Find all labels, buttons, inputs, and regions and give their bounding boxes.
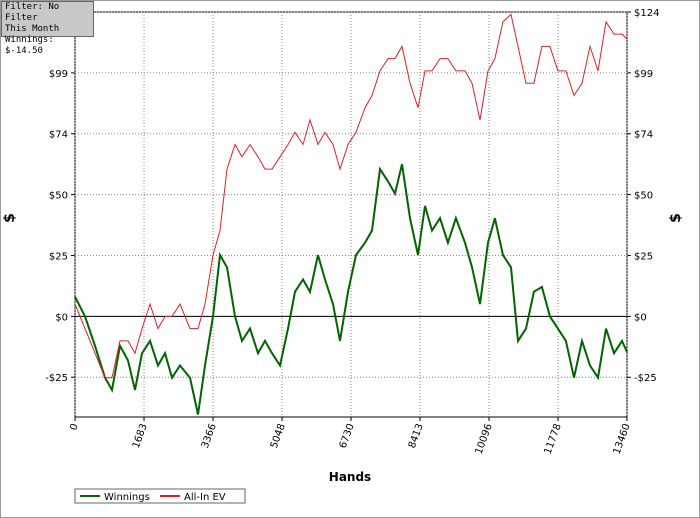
legend-label: Winnings (104, 492, 150, 503)
x-tick-label: 0 (68, 422, 81, 432)
line-series (74, 13, 628, 379)
y-axis-label: $ (2, 213, 18, 223)
y2-tick-label: $25 (634, 251, 653, 262)
filter-line: This Month (5, 24, 60, 34)
y-tick-label: -$25 (45, 373, 68, 384)
y2-tick-label: $124 (634, 8, 659, 19)
filter-line: Filter: No Filter (5, 2, 60, 23)
filter-box: Filter: No Filter This Month Winnings: $… (1, 1, 94, 56)
y2-tick-label: $0 (634, 312, 647, 323)
x-axis-label: Hands (329, 470, 371, 484)
y2-tick-label: $50 (634, 191, 653, 202)
line-series (74, 163, 628, 415)
y-tick-label: $25 (49, 251, 68, 262)
legend-label: All-In EV (184, 492, 226, 503)
y-tick-label: $99 (49, 69, 68, 80)
y2-tick-label: $99 (634, 69, 653, 80)
y-tick-label: $50 (49, 191, 68, 202)
y-tick-label: $0 (55, 312, 68, 323)
y2-tick-label: -$25 (634, 373, 657, 384)
y2-axis-label: $ (668, 213, 684, 223)
filter-line: Winnings: $-14.50 (5, 35, 54, 56)
y2-tick-label: $74 (634, 130, 653, 141)
y-tick-label: $74 (49, 130, 68, 141)
